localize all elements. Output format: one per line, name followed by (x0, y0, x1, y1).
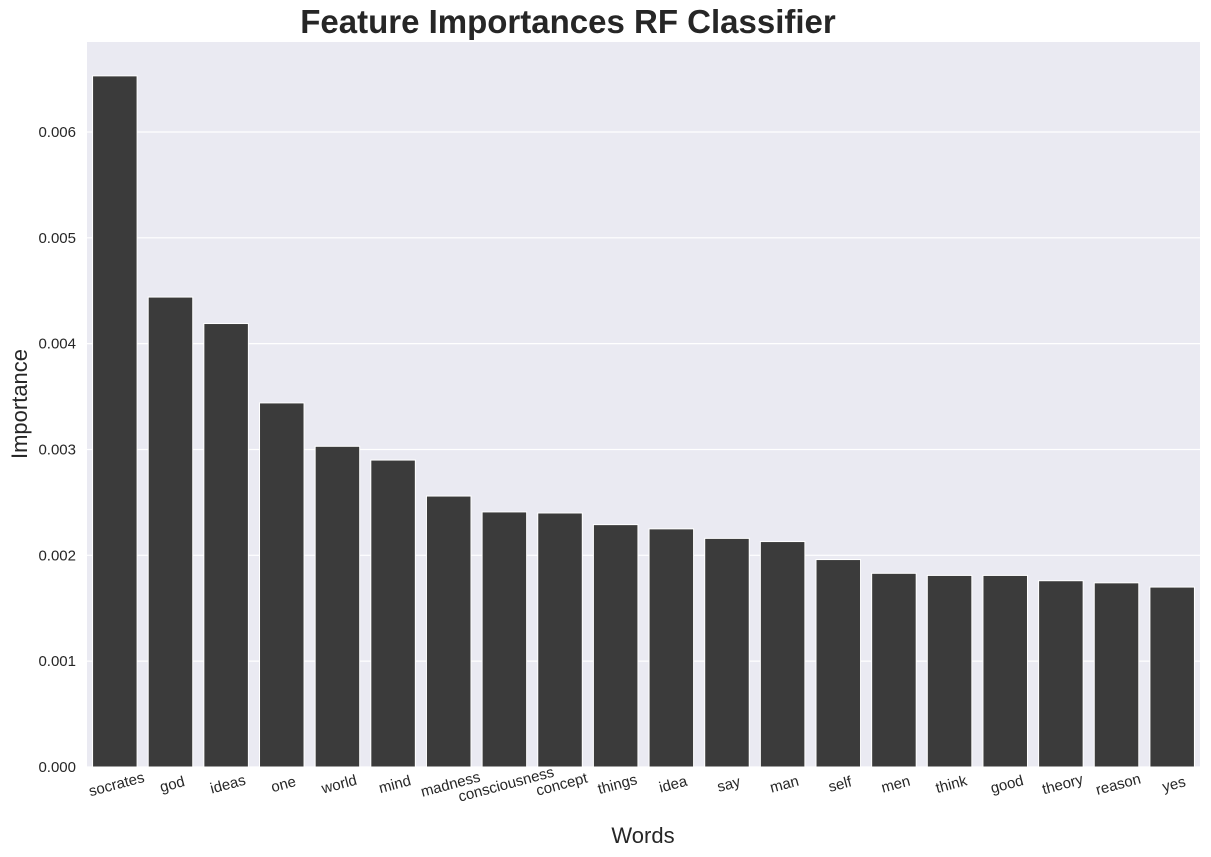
y-tick-label: 0.000 (38, 759, 76, 776)
x-tick-label: idea (657, 773, 689, 797)
x-tick-label: self (827, 773, 855, 796)
bar-god (147, 296, 194, 768)
y-tick-label: 0.002 (38, 547, 76, 564)
bar-mind (370, 459, 416, 768)
bar-reason (1093, 582, 1140, 768)
bar-madness (425, 495, 472, 768)
chart-title: Feature Importances RF Classifier (300, 3, 836, 40)
bar-concept (537, 512, 583, 768)
bars (92, 75, 1195, 768)
x-tick-label: mind (377, 772, 413, 797)
bar-world (314, 445, 361, 768)
y-axis-label: Importance (7, 349, 32, 459)
bar-ideas (203, 323, 249, 768)
bar-yes (1149, 586, 1195, 768)
x-tick-label: things (596, 771, 639, 798)
x-tick-label: good (989, 772, 1026, 797)
bar-say (704, 537, 750, 768)
bar-things (592, 524, 639, 768)
x-tick-label: world (319, 772, 359, 798)
x-tick-label: say (715, 773, 742, 796)
plot-area (87, 42, 1200, 767)
x-tick-label: ideas (208, 772, 247, 798)
bar-men (871, 572, 917, 768)
bar-good (982, 574, 1028, 768)
y-tick-labels: 0.000 0.001 0.002 0.003 0.004 0.005 0.006 (38, 124, 76, 776)
y-tick-label: 0.003 (38, 441, 76, 458)
bar-socrates (92, 75, 138, 768)
y-tick-label: 0.001 (38, 653, 76, 670)
x-tick-labels: socrates god ideas one world mind madnessconsc… (87, 764, 1187, 806)
y-tick-label: 0.006 (38, 124, 76, 141)
x-axis-label: Words (611, 823, 674, 848)
bar-one (259, 402, 305, 768)
x-tick-label: reason (1094, 771, 1143, 799)
x-tick-label: theory (1040, 771, 1085, 798)
x-tick-label: man (768, 773, 801, 797)
bar-theory (1038, 580, 1084, 768)
x-tick-label: god (158, 773, 187, 796)
x-tick-label: one (269, 773, 298, 796)
y-tick-label: 0.004 (38, 336, 76, 353)
x-tick-label: yes (1161, 773, 1188, 795)
bar-consciousness (481, 511, 528, 768)
x-tick-label: socrates (87, 769, 146, 800)
x-tick-label: think (934, 772, 969, 797)
bar-man (759, 541, 806, 768)
bar-idea (648, 528, 695, 768)
bar-self (815, 559, 862, 768)
x-tick-label: men (879, 773, 912, 797)
y-tick-label: 0.005 (38, 230, 76, 247)
bar-think (926, 574, 973, 768)
